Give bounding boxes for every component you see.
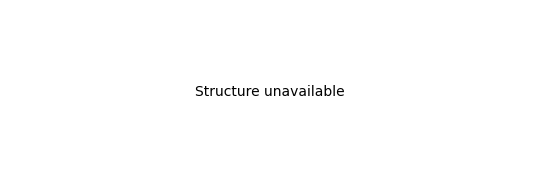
Text: Structure unavailable: Structure unavailable [195,85,344,100]
